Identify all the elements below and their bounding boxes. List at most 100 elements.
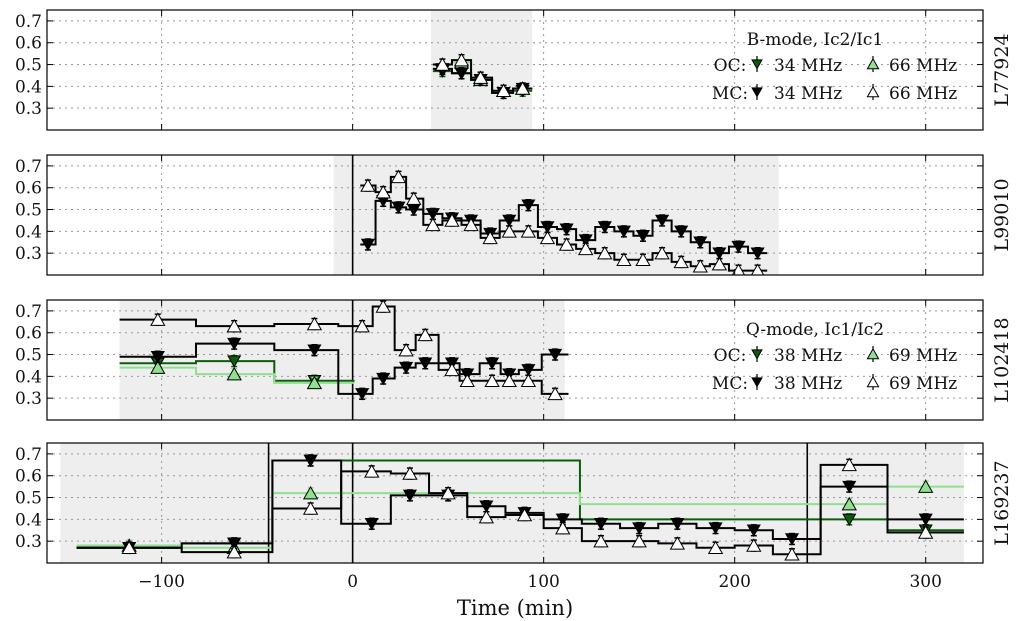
data-point	[559, 223, 574, 236]
panel-L99010: 0.30.40.50.60.7 L99010	[15, 154, 1013, 276]
data-point	[655, 214, 670, 228]
legend-row-label: OC:	[714, 346, 747, 366]
data-point	[750, 263, 765, 275]
data-point	[227, 355, 242, 368]
legend-entry-low: 38 MHz	[774, 374, 842, 394]
data-point	[516, 507, 533, 522]
data-point	[417, 327, 433, 342]
data-point	[670, 518, 685, 531]
data-point	[539, 230, 556, 245]
y-tick-label: 0.6	[15, 34, 42, 54]
data-point	[484, 373, 500, 387]
data-point	[425, 208, 440, 221]
data-point	[478, 509, 495, 524]
legend-title: Q-mode, Ic1/Ic2	[746, 320, 884, 340]
data-point	[520, 224, 537, 238]
data-point	[593, 518, 609, 531]
y-tick-label: 0.6	[15, 179, 42, 199]
series-mc_high	[119, 300, 569, 401]
y-tick-label: 0.4	[15, 77, 42, 97]
data-point	[578, 234, 593, 247]
y-tick-label: 0.6	[15, 324, 42, 344]
data-point	[616, 225, 631, 239]
data-point	[302, 485, 319, 500]
data-point	[712, 247, 727, 260]
data-point	[360, 238, 375, 252]
data-point	[502, 214, 517, 228]
data-point	[485, 357, 500, 370]
legend-row-label: OC:	[714, 56, 747, 76]
panel-frame	[46, 299, 984, 421]
data-point	[841, 496, 857, 511]
data-point	[842, 480, 857, 494]
legend-marker	[866, 375, 880, 388]
data-point	[711, 256, 728, 271]
x-tick-label: 0	[347, 572, 358, 592]
data-point	[472, 70, 489, 84]
data-point	[746, 524, 761, 537]
data-point	[616, 252, 632, 266]
data-point	[514, 81, 531, 95]
legend-entry-high: 66 MHz	[889, 84, 957, 104]
series-mc_high	[76, 457, 964, 561]
data-point	[501, 373, 517, 387]
data-point	[558, 237, 575, 251]
data-point	[597, 245, 613, 260]
data-point	[375, 184, 391, 199]
y-tick-label: 0.3	[15, 99, 42, 119]
data-point	[635, 230, 651, 243]
y-tick-label: 0.3	[15, 244, 42, 264]
data-point	[355, 388, 370, 401]
legend-entry-high: 66 MHz	[889, 56, 957, 76]
data-point	[150, 312, 166, 326]
panel-label: L77924	[991, 33, 1013, 106]
x-tick-label: 300	[909, 572, 941, 592]
y-tick-label: 0.5	[15, 346, 42, 366]
data-point	[364, 518, 379, 531]
data-point	[521, 364, 536, 377]
panel-label: L99010	[991, 178, 1013, 251]
y-tick-label: 0.5	[15, 56, 42, 76]
data-point	[577, 241, 594, 256]
data-point	[631, 533, 647, 548]
data-point	[398, 342, 414, 357]
step-line	[76, 463, 964, 556]
data-point	[654, 245, 670, 260]
data-point	[440, 485, 456, 500]
y-tick-label: 0.7	[15, 302, 42, 322]
legend-marker	[866, 347, 880, 360]
series-mc_high	[360, 169, 768, 275]
y-tick-label: 0.5	[15, 201, 42, 221]
legend-entry-high: 69 MHz	[889, 346, 957, 366]
data-point	[673, 254, 689, 269]
data-point	[444, 213, 460, 227]
data-point	[399, 361, 414, 375]
data-point	[150, 351, 165, 364]
data-point	[306, 375, 323, 390]
data-point	[375, 300, 391, 313]
data-point	[418, 357, 433, 370]
data-point	[784, 546, 800, 561]
y-tick-label: 0.4	[15, 367, 42, 387]
data-point	[841, 457, 857, 472]
x-axis-label: Time (min)	[457, 596, 573, 620]
data-point	[746, 538, 762, 552]
y-tick-label: 0.3	[15, 532, 42, 552]
data-point	[121, 540, 137, 554]
data-point	[693, 236, 708, 249]
panel-frame	[46, 154, 984, 276]
data-point	[364, 464, 380, 478]
data-point	[501, 224, 517, 238]
data-point	[918, 513, 933, 527]
legend-row-label: MC:	[712, 84, 748, 104]
y-tick-label: 0.7	[15, 445, 42, 465]
data-point	[227, 337, 242, 351]
legend-marker	[751, 377, 763, 388]
step-line	[119, 342, 569, 395]
data-point	[548, 348, 563, 362]
data-point	[463, 217, 479, 232]
data-point	[302, 501, 319, 515]
data-point	[226, 544, 242, 559]
